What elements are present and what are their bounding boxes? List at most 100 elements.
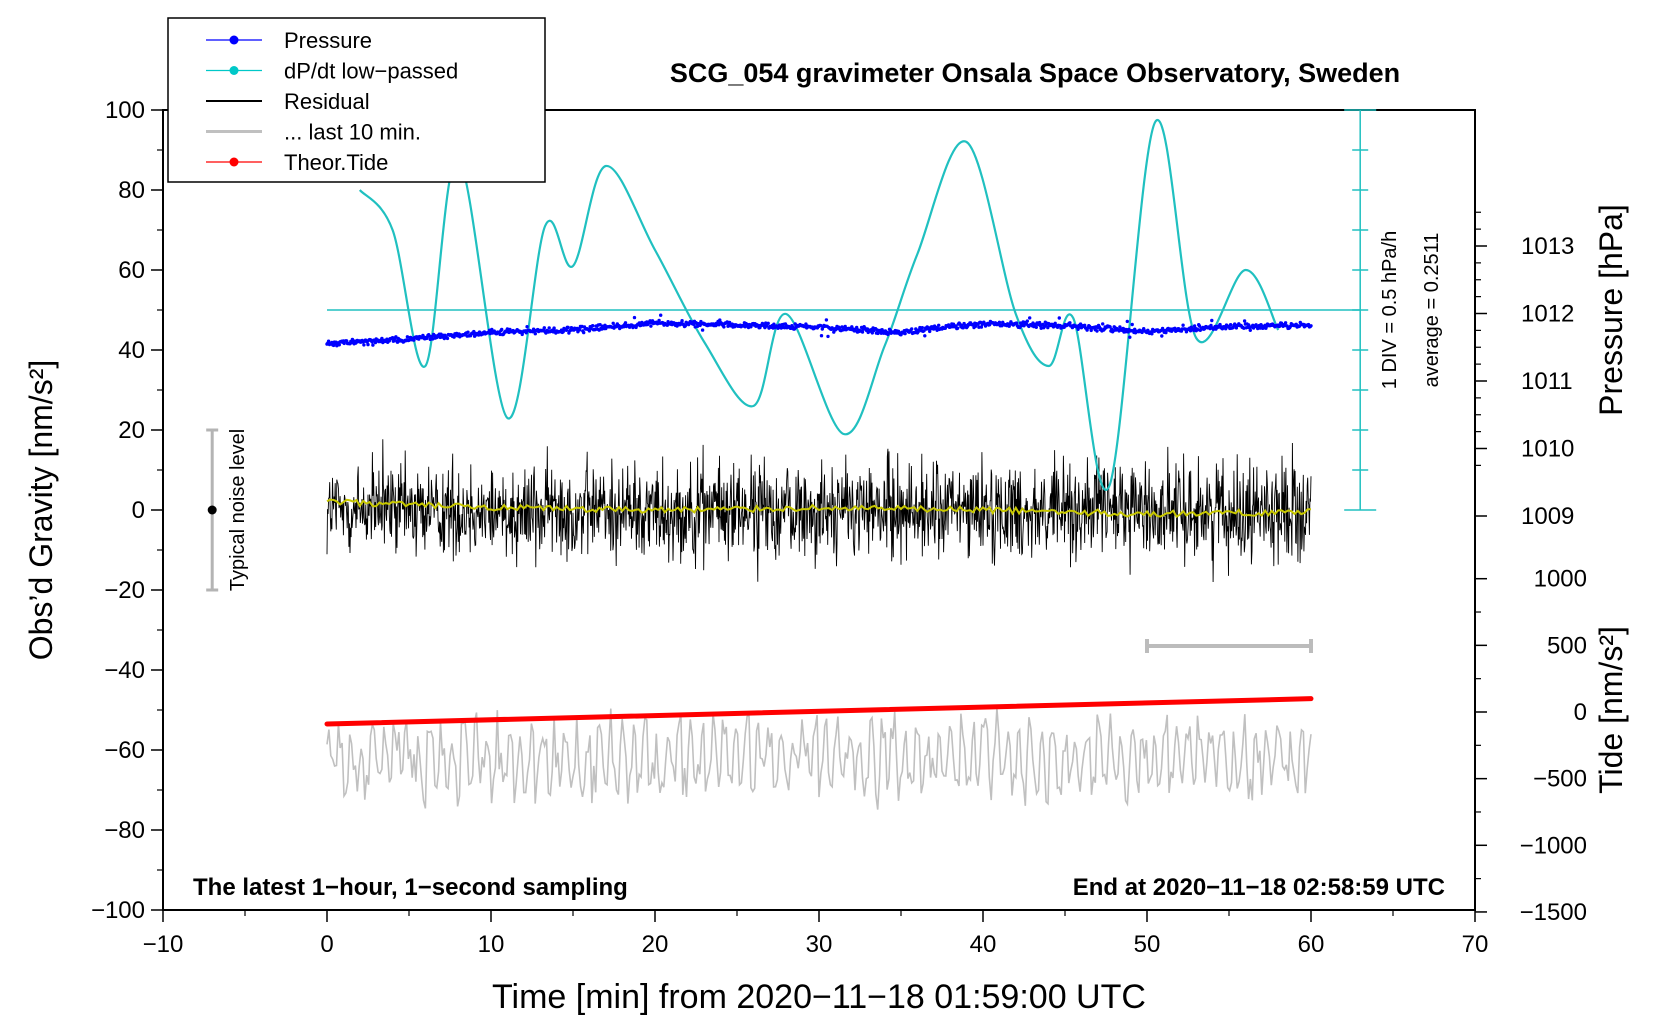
legend-label: dP/dt low−passed	[284, 59, 458, 84]
y-tick-label: −20	[104, 577, 145, 604]
residual-line	[326, 439, 1312, 583]
pressure-point	[566, 325, 570, 330]
pressure-point	[887, 331, 891, 335]
pressure-point	[1209, 323, 1213, 328]
pressure-point	[1309, 324, 1313, 328]
y-tick-label: 40	[118, 337, 145, 364]
pressure-point	[1125, 319, 1130, 324]
pressure-tick-label: 1009	[1521, 503, 1574, 530]
pressure-point	[1108, 325, 1112, 329]
pressure-point	[593, 327, 597, 332]
pressure-point	[591, 324, 595, 328]
pressure-point	[1095, 329, 1099, 333]
pressure-point	[649, 324, 653, 328]
tide-tick-label: −500	[1533, 766, 1587, 793]
pressure-point	[979, 325, 984, 329]
pressure-point	[860, 330, 865, 334]
pressure-point	[1078, 322, 1083, 326]
pressure-point	[380, 336, 384, 341]
y-axis-label-pressure: Pressure [hPa]	[1593, 204, 1629, 416]
y-tick-label: 20	[118, 417, 145, 444]
pressure-point	[987, 323, 992, 327]
legend-label: ... last 10 min.	[284, 120, 421, 145]
pressure-point	[1197, 324, 1202, 328]
pressure-point	[920, 326, 924, 330]
pressure-point	[1242, 319, 1247, 323]
y-tick-label: −60	[104, 737, 145, 764]
legend-marker	[229, 157, 239, 167]
y-tick-label: −100	[91, 897, 145, 924]
legend-marker	[229, 35, 239, 45]
pressure-point	[632, 315, 637, 320]
pressure-point	[727, 320, 732, 325]
pressure-series	[325, 313, 1313, 348]
pressure-point	[1181, 323, 1185, 327]
pressure-point	[366, 342, 370, 347]
residual-smoothed-series	[326, 498, 1311, 519]
residual-smoothed-line	[326, 498, 1311, 519]
pressure-point	[524, 331, 528, 335]
x-tick-label: 60	[1298, 931, 1325, 958]
x-axis-label: Time [min] from 2020−11−18 01:59:00 UTC	[492, 978, 1146, 1016]
pressure-tick-label: 1013	[1521, 233, 1574, 260]
legend-label: Theor.Tide	[284, 150, 388, 175]
last-10-min-line	[326, 707, 1312, 810]
noise-dot	[207, 505, 217, 515]
tide-line	[324, 696, 1314, 727]
pressure-point	[772, 322, 776, 326]
x-tick-label: 20	[642, 931, 669, 958]
pressure-point	[855, 325, 859, 330]
pressure-point	[1083, 323, 1087, 327]
legend-label: Pressure	[284, 28, 372, 53]
y-axis-label-left: Obs’d Gravity [nm/s²]	[23, 360, 59, 661]
dpdt-line	[358, 118, 1280, 491]
pressure-point	[362, 343, 366, 347]
pressure-point	[490, 327, 494, 332]
pressure-point	[425, 336, 429, 340]
y-axis-label-tide: Tide [nm/s²]	[1593, 626, 1629, 794]
pressure-point	[1014, 321, 1019, 325]
pressure-point	[657, 318, 661, 323]
pressure-point	[818, 323, 823, 328]
pressure-point	[394, 335, 398, 339]
legend-marker	[229, 66, 239, 75]
pressure-point	[1025, 319, 1030, 323]
pressure-point	[412, 338, 416, 342]
pressure-point	[1228, 323, 1233, 327]
pressure-point	[1068, 321, 1072, 325]
pressure-point	[766, 321, 770, 325]
pressure-point	[326, 339, 331, 343]
pressure-point	[1248, 328, 1253, 332]
y-tick-label: 60	[118, 257, 145, 284]
x-tick-label: 70	[1462, 931, 1489, 958]
pressure-point	[373, 340, 378, 345]
pressure-point	[337, 343, 341, 347]
pressure-point	[691, 322, 696, 326]
y-tick-label: 0	[132, 497, 145, 524]
tide-tick-label: −1500	[1520, 899, 1587, 926]
pressure-point	[824, 318, 829, 322]
pressure-point	[1218, 322, 1222, 327]
tide-tick-label: 1000	[1534, 566, 1587, 593]
y-tick-label: −80	[104, 817, 145, 844]
tide-tick-label: 500	[1547, 632, 1587, 659]
x-tick-label: 0	[320, 931, 333, 958]
noise-level-label: Typical noise level	[227, 429, 249, 591]
pressure-point	[1130, 322, 1134, 327]
annotations-group	[206, 109, 1377, 653]
pressure-point	[1034, 325, 1039, 329]
x-tick-label: 10	[478, 931, 505, 958]
pressure-point	[1210, 318, 1214, 323]
pressure-point	[542, 326, 546, 330]
tide-tick-label: 0	[1574, 699, 1587, 726]
axes: −10 0 10 20 30 40 50 60 70100806040200−20−40−60−…	[91, 97, 1587, 958]
pressure-point	[500, 327, 504, 332]
pressure-point	[997, 320, 1002, 324]
pressure-point	[1150, 332, 1154, 336]
pressure-point	[525, 325, 529, 329]
pressure-point	[466, 330, 470, 334]
pressure-point	[722, 325, 726, 329]
pressure-point	[1283, 321, 1288, 325]
y-tick-label: 100	[105, 97, 145, 124]
